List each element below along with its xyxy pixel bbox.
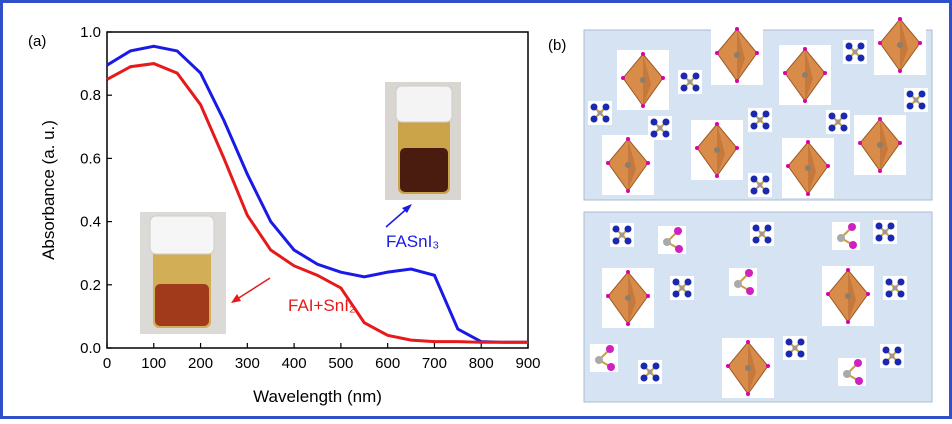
x-tick-label: 700 (422, 355, 447, 372)
data-line (106, 44, 528, 344)
y-axis-label: Absorbance (a. u.) (39, 120, 58, 260)
y-tick-label: 0.6 (80, 150, 101, 167)
y-tick-label: 0.2 (80, 277, 101, 294)
y-tick-label: 0.4 (80, 214, 101, 231)
arrowhead (231, 294, 241, 303)
x-tick-label: 900 (515, 355, 540, 372)
plot-frame (106, 31, 529, 349)
data-line (106, 62, 528, 344)
panel-label: (a) (28, 33, 46, 50)
structure-illustration (583, 14, 933, 403)
panel-label: (b) (548, 37, 566, 54)
y-tick-label: 0.8 (80, 87, 101, 104)
x-tick-label: 0 (103, 355, 111, 372)
vial-photo (140, 212, 226, 334)
x-tick-label: 400 (282, 355, 307, 372)
x-tick-label: 800 (469, 355, 494, 372)
y-tick-label: 1.0 (80, 24, 101, 41)
x-tick-label: 200 (188, 355, 213, 372)
x-tick-label: 500 (328, 355, 353, 372)
arrowhead (402, 204, 412, 213)
x-tick-label: 600 (375, 355, 400, 372)
x-tick-label: 300 (235, 355, 260, 372)
y-tick-label: 0.0 (80, 340, 101, 357)
series-label: FAI+SnI₂ (288, 296, 356, 315)
x-axis-label: Wavelength (nm) (253, 387, 382, 406)
x-tick-label: 100 (141, 355, 166, 372)
series-label: FASnI₃ (386, 232, 439, 251)
annotation-arrow (233, 277, 271, 302)
vial-photo (385, 82, 461, 200)
